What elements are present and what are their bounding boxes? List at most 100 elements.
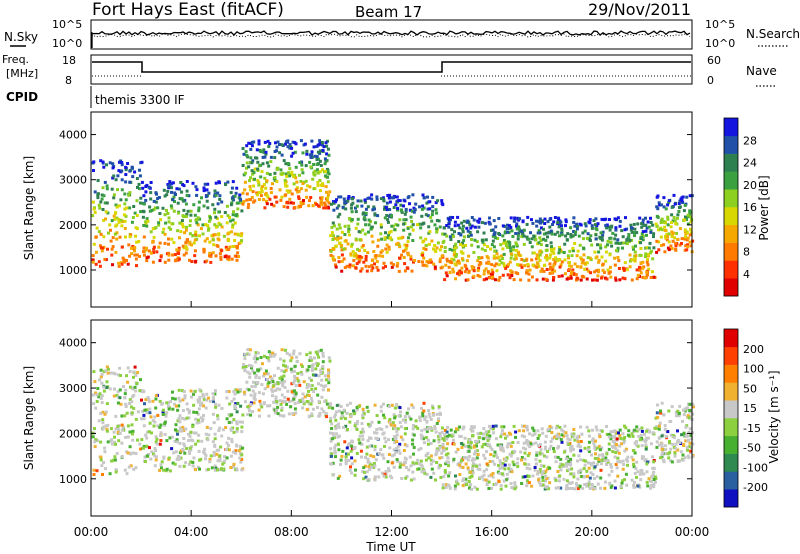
echo-cell xyxy=(267,381,271,385)
echo-cell xyxy=(556,455,560,459)
echo-cell xyxy=(120,262,124,266)
echo-cell xyxy=(211,412,215,416)
echo-cell xyxy=(322,206,326,210)
echo-cell xyxy=(239,240,243,244)
echo-cell xyxy=(422,256,426,260)
echo-cell xyxy=(113,372,117,376)
echo-cell xyxy=(357,438,361,442)
echo-cell xyxy=(689,449,693,453)
echo-cell xyxy=(429,442,433,445)
echo-cell xyxy=(137,187,141,191)
echo-cell xyxy=(188,240,192,244)
echo-cell xyxy=(470,425,474,429)
echo-cell xyxy=(631,245,635,249)
echo-cell xyxy=(403,456,407,460)
echo-cell xyxy=(167,407,171,411)
echo-cell xyxy=(678,199,682,203)
noise-tick-right-bottom: 10^0 xyxy=(705,37,735,50)
echo-cell xyxy=(144,222,148,225)
echo-cell xyxy=(572,453,576,457)
echo-cell xyxy=(405,243,409,247)
echo-cell xyxy=(119,402,123,406)
echo-cell xyxy=(511,235,515,238)
echo-cell xyxy=(180,416,184,420)
echo-cell xyxy=(444,486,448,489)
echo-cell xyxy=(312,163,316,166)
echo-cell xyxy=(345,403,349,407)
echo-cell xyxy=(419,236,423,240)
echo-cell xyxy=(495,252,499,256)
echo-cell xyxy=(315,155,319,159)
echo-cell xyxy=(173,462,177,466)
echo-cell xyxy=(613,434,617,438)
echo-cell xyxy=(565,484,569,488)
echo-cell xyxy=(259,356,263,359)
echo-cell xyxy=(188,258,191,262)
echo-cell xyxy=(217,180,221,184)
echo-cell xyxy=(605,425,608,428)
echo-cell xyxy=(316,180,320,184)
echo-cell xyxy=(641,218,645,222)
echo-cell xyxy=(671,239,675,243)
echo-cell xyxy=(441,241,445,244)
echo-cell xyxy=(194,259,198,263)
echo-cell xyxy=(558,265,562,269)
echo-cell xyxy=(633,250,637,254)
echo-cell xyxy=(105,427,109,431)
echo-cell xyxy=(361,470,365,474)
echo-cell xyxy=(198,467,201,471)
echo-cell xyxy=(529,231,532,235)
echo-cell xyxy=(614,233,618,237)
echo-cell xyxy=(325,152,329,156)
echo-cell xyxy=(599,476,603,480)
echo-cell xyxy=(239,460,243,464)
echo-cell xyxy=(131,387,135,391)
echo-cell xyxy=(300,365,304,369)
echo-cell xyxy=(308,199,311,203)
echo-cell xyxy=(679,450,683,454)
echo-cell xyxy=(346,428,349,431)
echo-cell xyxy=(196,400,200,404)
echo-cell xyxy=(101,186,105,190)
echo-cell xyxy=(428,200,432,204)
freq-series-line xyxy=(92,61,691,73)
echo-cell xyxy=(448,235,452,239)
echo-cell xyxy=(283,178,287,182)
echo-cell xyxy=(295,377,299,380)
echo-cell xyxy=(286,397,290,401)
echo-cell xyxy=(334,263,337,267)
echo-cell xyxy=(218,252,222,256)
echo-cell xyxy=(194,230,198,234)
freq-label: Freq. xyxy=(2,53,29,66)
echo-cell xyxy=(387,196,391,200)
echo-cell xyxy=(649,486,652,490)
echo-cell xyxy=(408,232,412,236)
noise-panel-frame xyxy=(90,19,693,50)
echo-cell xyxy=(670,235,674,238)
echo-cell xyxy=(614,447,618,451)
echo-cell xyxy=(316,150,320,154)
echo-cell xyxy=(106,367,110,371)
echo-cell xyxy=(560,260,564,264)
echo-cell xyxy=(627,235,631,239)
echo-cell xyxy=(330,452,334,456)
echo-cell xyxy=(111,176,115,180)
echo-cell xyxy=(686,222,690,226)
echo-cell xyxy=(280,378,284,382)
echo-cell xyxy=(646,258,650,262)
echo-cell xyxy=(135,199,139,203)
echo-cell xyxy=(676,213,680,217)
echo-cell xyxy=(393,406,397,410)
echo-cell xyxy=(300,160,304,164)
echo-cell xyxy=(367,218,371,222)
echo-cell xyxy=(678,404,682,408)
colorbar-swatch xyxy=(724,135,738,154)
echo-cell xyxy=(248,179,251,183)
echo-cell xyxy=(131,245,135,248)
echo-cell xyxy=(503,432,507,436)
echo-cell xyxy=(392,453,396,457)
echo-cell xyxy=(134,452,138,455)
echo-cell xyxy=(362,477,366,481)
echo-cell xyxy=(232,210,235,214)
echo-cell xyxy=(544,445,547,449)
